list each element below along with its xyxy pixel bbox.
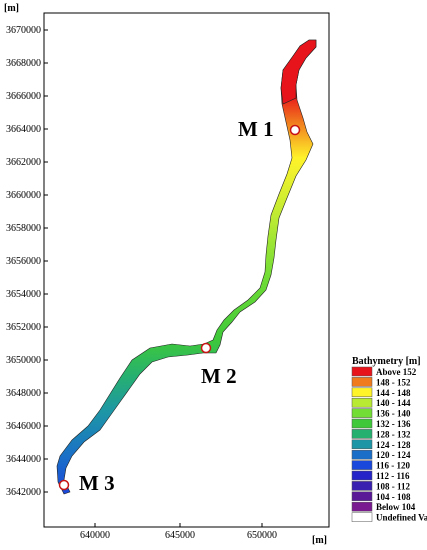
- legend-label: 128 - 132: [376, 429, 411, 439]
- legend-swatch: [351, 387, 373, 398]
- y-tick-label: 3668000: [6, 58, 41, 69]
- river-reach: [56, 39, 317, 495]
- legend-swatch: [351, 501, 373, 512]
- y-tick-label: 3660000: [6, 190, 41, 201]
- legend-label: 140 - 144: [376, 398, 411, 408]
- y-axis: 3670000 3668000 3666000 3664000 3662000 …: [6, 25, 48, 498]
- y-tick-label: 3666000: [6, 91, 41, 102]
- y-tick-label: 3644000: [6, 454, 41, 465]
- legend-label: 104 - 108: [376, 492, 411, 502]
- y-tick-label: 3652000: [6, 322, 41, 333]
- legend-label: 124 - 128: [376, 440, 411, 450]
- x-axis: 640000 645000 650000: [80, 523, 277, 541]
- station-m3-marker: [58, 479, 70, 491]
- legend-label: 108 - 112: [376, 481, 411, 491]
- legend-label: 148 - 152: [376, 377, 411, 387]
- legend-swatch: [351, 470, 373, 481]
- river-reach-upper: [280, 39, 317, 105]
- legend-swatch: [351, 418, 373, 429]
- station-m3-label: M 3: [79, 471, 115, 495]
- x-tick-label: 645000: [165, 530, 195, 541]
- y-tick-label: 3670000: [6, 25, 41, 36]
- y-tick-label: 3662000: [6, 157, 41, 168]
- legend-swatch: [351, 481, 373, 491]
- legend-swatch: [351, 439, 373, 450]
- y-tick-label: 3654000: [6, 289, 41, 300]
- plot-frame: [43, 12, 330, 528]
- x-axis-unit: [m]: [312, 535, 327, 546]
- y-tick-label: 3648000: [6, 388, 41, 399]
- y-tick-label: 3658000: [6, 223, 41, 234]
- y-tick-label: 3642000: [6, 487, 41, 498]
- x-tick-label: 650000: [247, 530, 277, 541]
- legend-label: 116 - 120: [376, 461, 411, 471]
- y-tick-label: 3646000: [6, 421, 41, 432]
- legend-title: Bathymetry [m]: [352, 356, 421, 367]
- legend-swatch: [351, 408, 373, 418]
- legend-swatch: [351, 491, 373, 502]
- y-tick-label: 3650000: [6, 355, 41, 366]
- legend-label: Below 104: [376, 502, 416, 512]
- legend-swatch: [351, 397, 373, 408]
- y-tick-label: 3656000: [6, 256, 41, 267]
- x-tick-label: 640000: [80, 530, 110, 541]
- station-m2-label: M 2: [201, 364, 237, 388]
- legend-label: 132 - 136: [376, 419, 411, 429]
- station-m2-marker: [200, 342, 212, 354]
- legend-label: 144 - 148: [376, 388, 411, 398]
- legend-label: Undefined Va: [376, 513, 427, 523]
- y-axis-unit: [m]: [4, 3, 19, 14]
- legend-label: 136 - 140: [376, 409, 411, 419]
- legend-swatch: [351, 512, 373, 522]
- legend-swatch: [351, 366, 373, 377]
- legend-swatch: [351, 429, 373, 439]
- legend-swatch: [351, 449, 373, 460]
- y-tick-label: 3664000: [6, 124, 41, 135]
- legend-label: 112 - 116: [376, 471, 410, 481]
- legend-label: 120 - 124: [376, 450, 411, 460]
- legend-swatch: [351, 377, 373, 387]
- legend-label: Above 152: [376, 367, 417, 377]
- station-m1-marker: [289, 124, 301, 136]
- station-m1-label: M 1: [238, 117, 274, 141]
- legend-swatch: [351, 460, 373, 470]
